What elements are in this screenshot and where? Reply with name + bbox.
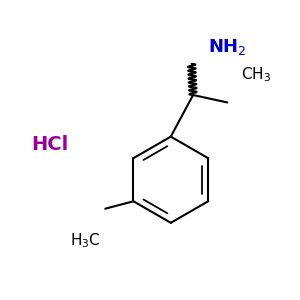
Text: CH$_3$: CH$_3$: [241, 65, 271, 84]
Text: HCl: HCl: [31, 135, 68, 154]
Text: H$_3$C: H$_3$C: [70, 231, 101, 250]
Text: NH$_2$: NH$_2$: [208, 38, 247, 58]
